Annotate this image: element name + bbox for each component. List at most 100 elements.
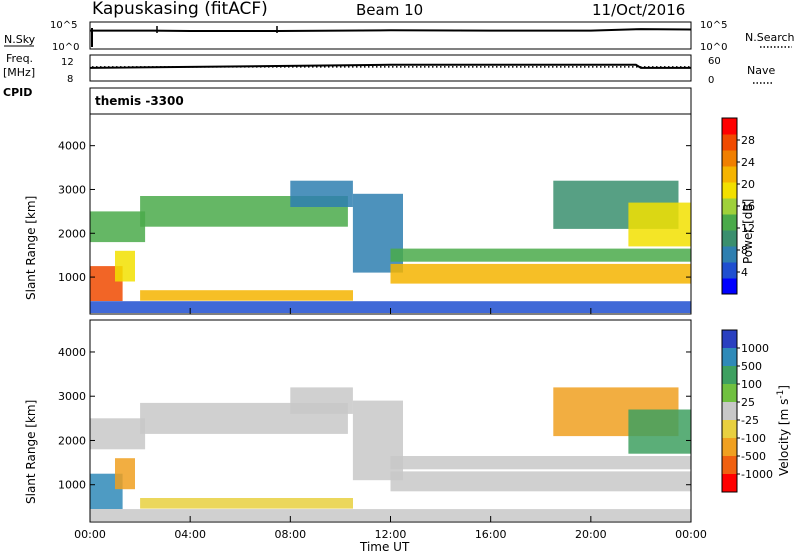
colorbar-swatch <box>722 230 737 247</box>
xtick-label: 20:00 <box>575 528 607 541</box>
heatmap-cell <box>628 202 691 247</box>
noise-panel-frame <box>89 21 692 50</box>
heatmap-cell <box>115 250 135 282</box>
colorbar-swatch <box>722 198 737 215</box>
heatmap-cell <box>90 301 691 313</box>
xtick-label: 04:00 <box>174 528 206 541</box>
heatmap-cell <box>115 458 135 490</box>
nave-tick-top: 60 <box>708 56 721 67</box>
colorbar-tick-label: 4 <box>741 266 748 279</box>
noise-left-tick-top: 10^5 <box>50 20 77 31</box>
xtick-label: 16:00 <box>475 528 507 541</box>
colorbar-tick-label: 500 <box>741 360 762 373</box>
nave-tick-bottom: 0 <box>708 75 714 86</box>
ytick-label: 2000 <box>58 434 86 447</box>
heatmap-cell <box>90 211 146 243</box>
velocity-ylabel: Slant Range [km] <box>24 400 38 504</box>
colorbar-swatch <box>722 384 737 403</box>
heatmap-cell <box>90 509 691 521</box>
heatmap-cell <box>390 471 691 492</box>
power-ylabel: Slant Range [km] <box>24 196 38 300</box>
xtick-label: 00:00 <box>675 528 707 541</box>
noise-right-tick-top: 10^5 <box>700 20 727 31</box>
xtick-label: 00:00 <box>74 528 106 541</box>
freq-tick-top: 12 <box>61 57 74 68</box>
time-axis: 00:00 04:00 08:00 12:00 16:00 20:00 00:00 <box>74 308 707 541</box>
colorbar-swatch <box>722 150 737 167</box>
heatmap-cell <box>390 456 691 470</box>
colorbar-swatch <box>722 118 737 135</box>
heatmap-cell <box>390 248 691 262</box>
freq-series-line <box>89 63 691 69</box>
power-colorbar-label: Power [dB] <box>741 199 755 264</box>
cpid-label: CPID <box>3 86 32 99</box>
colorbar-swatch <box>722 474 737 493</box>
colorbar-tick-label: 1000 <box>741 342 769 355</box>
freq-label: Freq. <box>6 52 33 65</box>
colorbar-swatch <box>722 348 737 367</box>
freq-unit-label: [MHz] <box>3 66 35 79</box>
colorbar-frame <box>721 329 738 493</box>
colorbar-swatch <box>722 262 737 279</box>
freq-panel-frame <box>89 54 692 82</box>
ytick-label: 1000 <box>58 271 86 284</box>
colorbar-tick-label: -500 <box>741 450 766 463</box>
noise-right-tick-bottom: 10^0 <box>700 42 727 53</box>
heatmap-cell <box>290 387 353 414</box>
heatmap-cell <box>628 409 691 454</box>
colorbar-swatch <box>722 166 737 183</box>
noise-left-tick-bottom: 10^0 <box>52 42 79 53</box>
power-heatmap <box>90 180 691 313</box>
xtick-label: 08:00 <box>274 528 306 541</box>
colorbar-tick-label: 24 <box>741 156 755 169</box>
colorbar-tick-label: 25 <box>741 396 755 409</box>
heatmap-cell <box>140 498 353 509</box>
colorbar-swatch <box>722 420 737 439</box>
colorbar-swatch <box>722 214 737 231</box>
power-yticks: 4000 3000 2000 1000 <box>58 140 691 284</box>
cpid-value: themis -3300 <box>95 94 184 108</box>
velocity-colorbar-label: Velocity [m s-1] <box>776 385 791 476</box>
nsky-series-line <box>90 28 692 32</box>
ytick-label: 4000 <box>58 346 86 359</box>
ytick-label: 3000 <box>58 390 86 403</box>
colorbar-tick-label: 16 <box>741 200 755 213</box>
colorbar-tick-label: 100 <box>741 378 762 391</box>
heatmap-cell <box>290 180 353 207</box>
xtick-label: 12:00 <box>375 528 407 541</box>
colorbar-swatch <box>722 246 737 263</box>
colorbar-swatch <box>722 438 737 457</box>
colorbar-tick-label: -100 <box>741 432 766 445</box>
beam-title: Beam 10 <box>356 1 423 19</box>
ytick-label: 4000 <box>58 140 86 153</box>
heatmap-cell <box>90 418 146 450</box>
freq-tick-bottom: 8 <box>67 74 73 85</box>
colorbar-tick-label: -25 <box>741 414 759 427</box>
heatmap-cell <box>140 290 353 301</box>
nsky-label: N.Sky <box>4 33 36 46</box>
station-title: Kapuskasing (fitACF) <box>92 0 268 19</box>
ytick-label: 2000 <box>58 227 86 240</box>
colorbar-swatch <box>722 182 737 199</box>
ytick-label: 3000 <box>58 183 86 196</box>
nave-label: Nave <box>747 64 775 77</box>
power-colorbar: 28 24 20 16 12 8 4 <box>721 117 755 295</box>
colorbar-swatch <box>722 366 737 385</box>
velocity-heatmap <box>90 387 691 521</box>
nsearch-label: N.Search <box>745 31 795 44</box>
xaxis-label: Time UT <box>359 540 410 554</box>
colorbar-swatch <box>722 330 737 349</box>
ytick-label: 1000 <box>58 479 86 492</box>
velocity-yticks: 4000 3000 2000 1000 <box>58 346 691 492</box>
heatmap-cell <box>390 263 691 284</box>
colorbar-tick-label: 20 <box>741 178 755 191</box>
colorbar-tick-label: 28 <box>741 134 755 147</box>
velocity-colorbar: 1000 500 100 25 -25 -100 -500 -1000 <box>721 329 773 493</box>
colorbar-tick-label: 8 <box>741 244 748 257</box>
colorbar-swatch <box>722 402 737 421</box>
colorbar-swatch <box>722 278 737 295</box>
colorbar-tick-label: -1000 <box>741 468 773 481</box>
colorbar-swatch <box>722 456 737 475</box>
colorbar-tick-label: 12 <box>741 222 755 235</box>
